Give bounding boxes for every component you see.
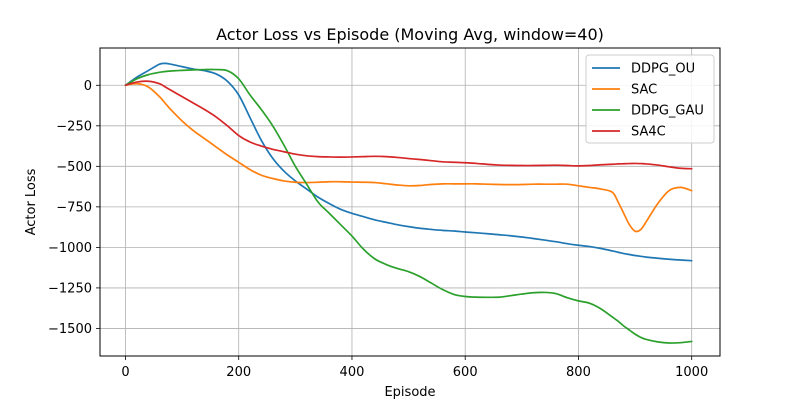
x-tick-label: 800 — [566, 365, 591, 380]
series-line-sa4c — [124, 80, 693, 170]
chart-title: Actor Loss vs Episode (Moving Avg, windo… — [216, 25, 604, 44]
x-tick-label: 600 — [453, 365, 478, 380]
legend-label-sac: SAC — [631, 83, 657, 98]
x-axis-label: Episode — [384, 385, 435, 400]
y-tick-label: −1000 — [48, 241, 92, 256]
legend-label-sa4c: SA4C — [631, 125, 666, 140]
series-lines — [124, 62, 693, 344]
legend-label-ddpg-ou: DDPG_OU — [631, 62, 695, 77]
axis-ticks: 0 200 400 600 800 1000 0 −250 −500 −750 −1000 −1250… — [48, 79, 708, 380]
y-axis-label: Actor Loss — [24, 168, 39, 235]
legend-label-ddpg-gau: DDPG_GAU — [631, 104, 704, 119]
series-line-ddpg-ou — [124, 62, 693, 262]
y-tick-label: −1500 — [48, 322, 92, 337]
series-line-ddpg-gau — [124, 68, 693, 344]
plot-frame — [99, 47, 721, 357]
legend-box — [585, 54, 715, 144]
y-tick-label: −250 — [56, 119, 92, 134]
x-tick-label: 1000 — [675, 365, 708, 380]
x-tick-label: 400 — [340, 365, 365, 380]
legend: DDPG_OU SAC DDPG_GAU SA4C — [585, 54, 715, 144]
y-tick-label: −750 — [56, 200, 92, 215]
y-tick-label: −500 — [56, 160, 92, 175]
x-tick-label: 0 — [121, 365, 129, 380]
x-tick-label: 200 — [226, 365, 251, 380]
series-line-sac — [124, 82, 693, 233]
y-tick-label: 0 — [84, 79, 92, 94]
y-tick-label: −1250 — [48, 281, 92, 296]
